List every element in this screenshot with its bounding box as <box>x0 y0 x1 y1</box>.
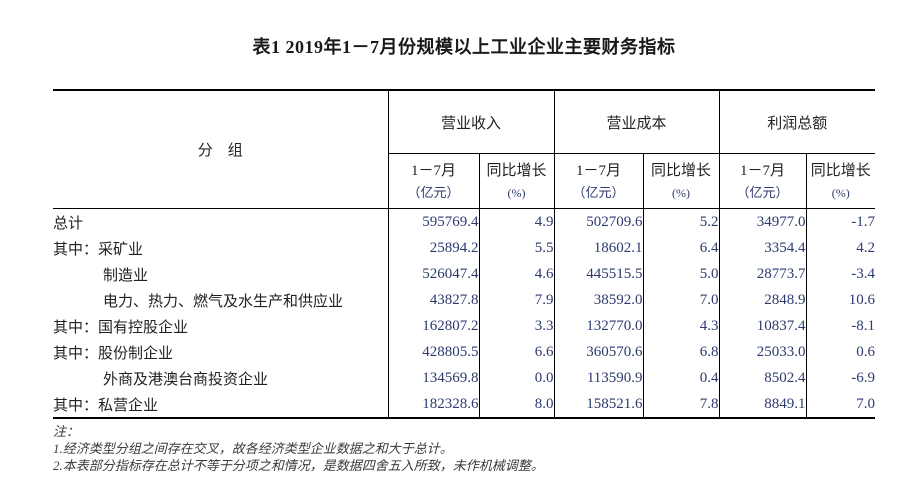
table-row-mining: 其中：采矿业 25894.2 5.5 18602.1 6.4 3354.4 4.… <box>53 235 876 261</box>
value-cell: -8.1 <box>805 313 876 339</box>
value-cell: 158521.6 <box>553 391 644 418</box>
table-row-foreign-invested: 外商及港澳台商投资企业 134569.8 0.0 113590.9 0.4 85… <box>53 365 876 391</box>
value-cell: 162807.2 <box>387 313 480 339</box>
column-header-group: 分 组 <box>53 90 389 209</box>
page-container: 表1 2019年1－7月份规模以上工业企业主要财务指标 分 组 营业收入 营业成… <box>53 36 876 474</box>
column-header-profit-growth: 同比增长 (%) <box>805 153 876 209</box>
table-row-shareholding: 其中：股份制企业 428805.5 6.6 360570.6 6.8 25033… <box>53 339 876 365</box>
column-header-revenue-growth: 同比增长 (%) <box>478 153 555 209</box>
value-cell: 43827.8 <box>387 287 480 313</box>
value-cell: 7.0 <box>805 391 876 418</box>
value-cell: 526047.4 <box>387 261 480 287</box>
value-cell: 2848.9 <box>718 287 807 313</box>
value-cell: 4.2 <box>805 235 876 261</box>
value-cell: 25033.0 <box>718 339 807 365</box>
value-cell: 5.0 <box>642 261 720 287</box>
value-cell: 10837.4 <box>718 313 807 339</box>
table-row-total: 总计 595769.4 4.9 502709.6 5.2 34977.0 -1.… <box>53 208 876 235</box>
column-group-cost: 营业成本 <box>553 90 720 154</box>
row-label: 制造业 <box>53 261 389 287</box>
row-label: 外商及港澳台商投资企业 <box>53 365 389 391</box>
value-cell: 428805.5 <box>387 339 480 365</box>
financial-indicators-table: 分 组 营业收入 营业成本 利润总额 1－7月 （亿元） 同比增长 (%) 1－… <box>53 89 876 419</box>
value-cell: 38592.0 <box>553 287 644 313</box>
value-cell: 113590.9 <box>553 365 644 391</box>
row-label-prefix: 其中： <box>53 397 99 414</box>
value-cell: 5.2 <box>642 208 720 235</box>
page-title: 表1 2019年1－7月份规模以上工业企业主要财务指标 <box>252 37 676 57</box>
value-cell: 4.3 <box>642 313 720 339</box>
footnotes: 注： 1.经济类型分组之间存在交叉，故各经济类型企业数据之和大于总计。 2.本表… <box>53 423 875 474</box>
row-label-prefix: 其中： <box>53 319 99 336</box>
row-label-text: 采矿业 <box>98 241 144 258</box>
value-cell: 3354.4 <box>718 235 807 261</box>
value-cell: 25894.2 <box>387 235 480 261</box>
value-cell: 34977.0 <box>718 208 807 235</box>
value-cell: -3.4 <box>805 261 876 287</box>
column-header-profit-amount: 1－7月 （亿元） <box>718 153 807 209</box>
value-cell: 0.4 <box>642 365 720 391</box>
value-cell: 134569.8 <box>387 365 480 391</box>
table-header: 分 组 营业收入 营业成本 利润总额 1－7月 （亿元） 同比增长 (%) 1－… <box>53 90 876 209</box>
value-cell: 132770.0 <box>553 313 644 339</box>
row-label-text: 私营企业 <box>98 397 159 414</box>
value-cell: 0.6 <box>805 339 876 365</box>
column-header-cost-amount: 1－7月 （亿元） <box>553 153 644 209</box>
table-body: 总计 595769.4 4.9 502709.6 5.2 34977.0 -1.… <box>53 208 876 418</box>
table-row-private: 其中：私营企业 182328.6 8.0 158521.6 7.8 8849.1… <box>53 391 876 418</box>
value-cell: 10.6 <box>805 287 876 313</box>
row-label-text: 股份制企业 <box>98 345 174 362</box>
column-group-revenue: 营业收入 <box>387 90 555 154</box>
value-cell: 7.9 <box>478 287 555 313</box>
value-cell: 18602.1 <box>553 235 644 261</box>
column-group-profit: 利润总额 <box>718 90 876 154</box>
value-cell: 28773.7 <box>718 261 807 287</box>
footnote-item: 1.经济类型分组之间存在交叉，故各经济类型企业数据之和大于总计。 <box>53 441 453 456</box>
value-cell: 4.9 <box>478 208 555 235</box>
value-cell: -1.7 <box>805 208 876 235</box>
column-header-cost-growth: 同比增长 (%) <box>642 153 720 209</box>
value-cell: 3.3 <box>478 313 555 339</box>
row-label: 其中：股份制企业 <box>53 339 389 365</box>
row-label: 其中：国有控股企业 <box>53 313 389 339</box>
value-cell: 0.0 <box>478 365 555 391</box>
value-cell: 6.4 <box>642 235 720 261</box>
value-cell: 8849.1 <box>718 391 807 418</box>
table-row-state-holding: 其中：国有控股企业 162807.2 3.3 132770.0 4.3 1083… <box>53 313 876 339</box>
row-label-text: 国有控股企业 <box>98 319 189 336</box>
footnote-item: 2.本表部分指标存在总计不等于分项之和情况，是数据四舍五入所致，未作机械调整。 <box>53 458 544 473</box>
value-cell: 445515.5 <box>553 261 644 287</box>
table-row-manufacturing: 制造业 526047.4 4.6 445515.5 5.0 28773.7 -3… <box>53 261 876 287</box>
value-cell: 8.0 <box>478 391 555 418</box>
footnote-label: 注： <box>53 424 80 439</box>
value-cell: 360570.6 <box>553 339 644 365</box>
row-label: 电力、热力、燃气及水生产和供应业 <box>53 287 389 313</box>
value-cell: 6.6 <box>478 339 555 365</box>
value-cell: 5.5 <box>478 235 555 261</box>
value-cell: 6.8 <box>642 339 720 365</box>
value-cell: 4.6 <box>478 261 555 287</box>
value-cell: 182328.6 <box>387 391 480 418</box>
value-cell: 502709.6 <box>553 208 644 235</box>
value-cell: 8502.4 <box>718 365 807 391</box>
row-label: 总计 <box>53 208 389 235</box>
row-label: 其中：私营企业 <box>53 391 389 418</box>
value-cell: 7.0 <box>642 287 720 313</box>
group-header-row: 分 组 营业收入 营业成本 利润总额 <box>53 90 876 209</box>
value-cell: -6.9 <box>805 365 876 391</box>
sub-header-row: 1－7月 （亿元） 同比增长 (%) 1－7月 （亿元） 同比增长 (%) 1－… <box>53 153 876 209</box>
row-label-prefix: 其中： <box>53 345 99 362</box>
row-label: 其中：采矿业 <box>53 235 389 261</box>
row-label-prefix: 其中： <box>53 241 99 258</box>
table-row-utilities: 电力、热力、燃气及水生产和供应业 43827.8 7.9 38592.0 7.0… <box>53 287 876 313</box>
value-cell: 595769.4 <box>387 208 480 235</box>
value-cell: 7.8 <box>642 391 720 418</box>
column-header-revenue-amount: 1－7月 （亿元） <box>388 153 480 209</box>
